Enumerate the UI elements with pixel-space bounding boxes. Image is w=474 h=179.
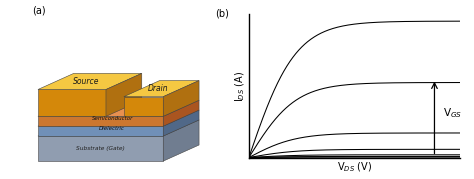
Polygon shape <box>163 100 199 126</box>
Text: Dielectric: Dielectric <box>99 126 124 131</box>
Polygon shape <box>38 120 199 136</box>
Polygon shape <box>38 136 163 161</box>
Text: Source: Source <box>73 77 100 86</box>
Polygon shape <box>38 126 163 136</box>
Polygon shape <box>38 110 199 126</box>
X-axis label: V$_{DS}$ (V): V$_{DS}$ (V) <box>337 160 372 174</box>
Polygon shape <box>38 116 163 126</box>
Polygon shape <box>38 90 106 116</box>
Polygon shape <box>163 81 199 116</box>
Text: Semiconductor: Semiconductor <box>92 116 134 121</box>
Polygon shape <box>163 120 199 161</box>
Text: (b): (b) <box>215 9 229 19</box>
Text: (a): (a) <box>33 5 46 15</box>
Polygon shape <box>38 100 199 116</box>
Text: Drain: Drain <box>147 84 168 93</box>
Polygon shape <box>124 97 163 116</box>
Polygon shape <box>38 73 142 90</box>
Polygon shape <box>163 110 199 136</box>
Text: V$_{GS}$: V$_{GS}$ <box>443 107 462 120</box>
Polygon shape <box>106 73 142 116</box>
Y-axis label: I$_{DS}$ (A): I$_{DS}$ (A) <box>234 70 247 102</box>
Text: Substrate (Gate): Substrate (Gate) <box>76 146 125 151</box>
Polygon shape <box>124 81 199 97</box>
